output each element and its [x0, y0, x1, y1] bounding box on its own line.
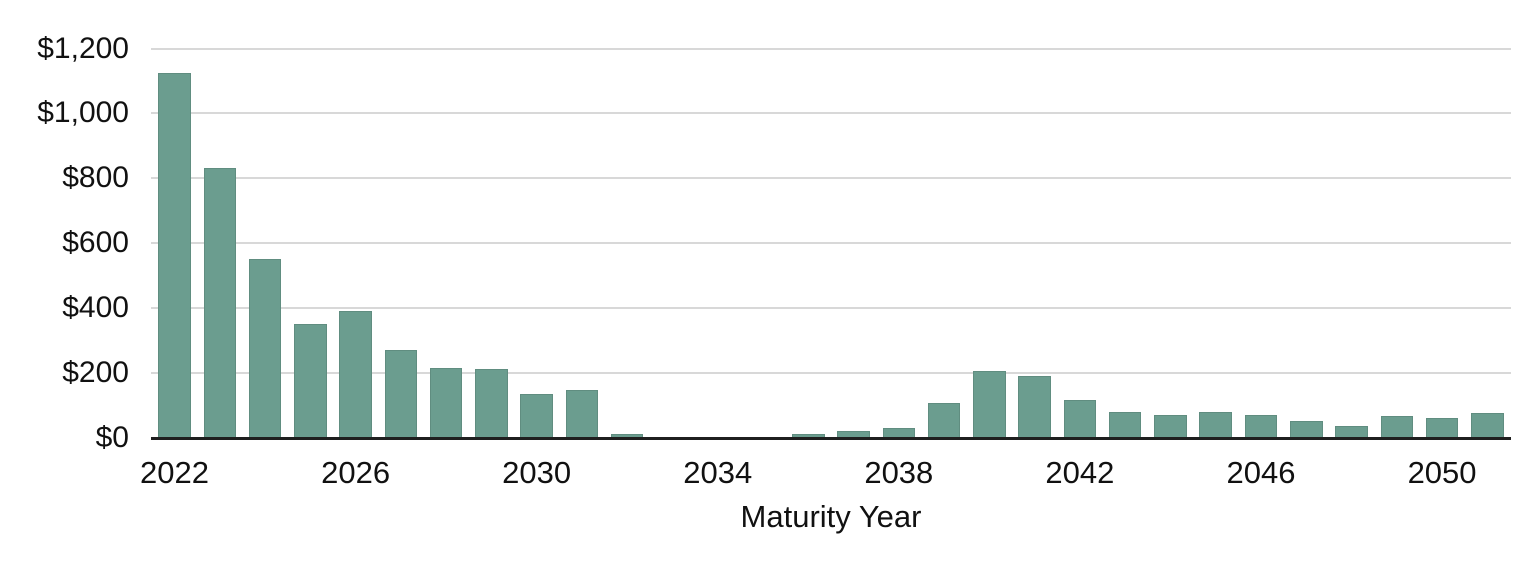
x-tick-label-2034: 2034 — [683, 455, 753, 490]
bar-2029 — [475, 369, 508, 438]
bar-2032 — [610, 434, 644, 438]
bar-2023 — [203, 168, 237, 438]
gridline-600 — [151, 242, 1511, 244]
bar-2031 — [565, 390, 599, 438]
bar-2041 — [1018, 375, 1051, 438]
y-tick-label-200: $200 — [62, 355, 129, 389]
gridline-800 — [151, 177, 1511, 180]
bar-2042 — [1063, 400, 1097, 438]
bar-2036 — [792, 434, 825, 438]
x-axis-title: Maturity Year — [740, 499, 922, 534]
x-tick-label-2038: 2038 — [864, 455, 934, 490]
x-tick-label-2022: 2022 — [140, 455, 209, 490]
y-tick-label-800: $800 — [62, 161, 129, 195]
x-axis-line — [151, 437, 1511, 440]
x-tick-label-2042: 2042 — [1045, 455, 1115, 490]
gridline-400 — [151, 306, 1511, 309]
y-tick-label-1000: $1,000 — [37, 96, 129, 130]
y-tick-label-400: $400 — [62, 290, 129, 324]
x-tick-label-2050: 2050 — [1407, 455, 1477, 490]
bar-2026 — [339, 311, 372, 438]
bar-2024 — [248, 259, 282, 438]
bar-2038 — [882, 427, 916, 438]
bar-2039 — [927, 403, 961, 438]
bar-2050 — [1425, 418, 1459, 438]
gridline-1000 — [151, 112, 1511, 115]
bar-2048 — [1335, 426, 1368, 438]
bar-2030 — [520, 393, 553, 438]
y-tick-label-1200: $1,200 — [37, 31, 129, 65]
bar-2028 — [429, 367, 463, 438]
gridline-1200 — [151, 47, 1511, 50]
bar-2045 — [1199, 411, 1232, 438]
bar-2037 — [837, 431, 870, 438]
bar-2040 — [973, 371, 1006, 438]
bar-2027 — [384, 349, 418, 438]
bar-2046 — [1244, 414, 1278, 438]
x-tick-label-2030: 2030 — [502, 455, 572, 490]
bar-2051 — [1471, 413, 1504, 438]
bar-2043 — [1108, 411, 1142, 438]
y-tick-label-600: $600 — [62, 226, 129, 259]
bar-2044 — [1154, 414, 1187, 438]
bar-2022 — [158, 72, 191, 438]
y-tick-label-0: $0 — [95, 420, 129, 454]
bar-2049 — [1380, 416, 1414, 438]
x-tick-label-2026: 2026 — [321, 455, 391, 490]
x-tick-label-2046: 2046 — [1226, 455, 1296, 490]
bar-2025 — [294, 324, 327, 438]
bar-2047 — [1290, 421, 1323, 438]
gridline-200 — [151, 371, 1511, 374]
